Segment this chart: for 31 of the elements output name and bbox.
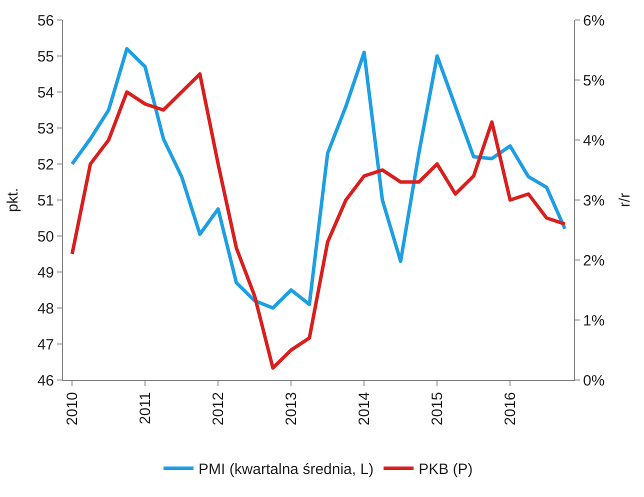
y2-tick-label: 6%	[583, 12, 605, 30]
y2-tick-label: 5%	[583, 72, 605, 90]
y-tick-label: 48	[37, 300, 54, 318]
y-tick-label: 53	[37, 120, 54, 138]
y-tick-label: 56	[37, 12, 54, 30]
y2-tick-label: 3%	[583, 192, 605, 210]
x-tick-label: 2016	[502, 392, 520, 426]
y-tick-label: 51	[37, 192, 54, 210]
y-tick-label: 46	[37, 372, 54, 390]
y-axis-title: pkt.	[4, 188, 22, 212]
line-series	[70, 72, 567, 370]
y-tick-label: 49	[37, 264, 54, 282]
x-tick-label: 2010	[64, 392, 82, 426]
y2-tick-label: 0%	[583, 372, 605, 390]
x-tick-label: 2013	[283, 392, 300, 426]
y2-axis-title: r/r	[616, 192, 634, 208]
y-tick-label: 54	[37, 84, 54, 102]
y2-tick-label: 2%	[583, 252, 605, 270]
legend-label: PMI (kwartalna średnia, L)	[198, 461, 374, 478]
y-tick-label: 52	[37, 156, 54, 174]
y-tick-label: 50	[37, 228, 54, 246]
x-tick-label: 2014	[356, 392, 374, 426]
y2-tick-label: 4%	[583, 132, 605, 150]
y-tick-label: 55	[37, 48, 54, 66]
x-tick-label: 2012	[210, 392, 228, 426]
x-tick-label: 2015	[429, 392, 446, 426]
y2-tick-label: 1%	[583, 312, 605, 330]
line-series	[70, 47, 567, 310]
legend-label: PKB (P)	[418, 461, 473, 478]
y-tick-label: 47	[37, 336, 54, 354]
x-tick-label: 2011	[137, 392, 154, 424]
